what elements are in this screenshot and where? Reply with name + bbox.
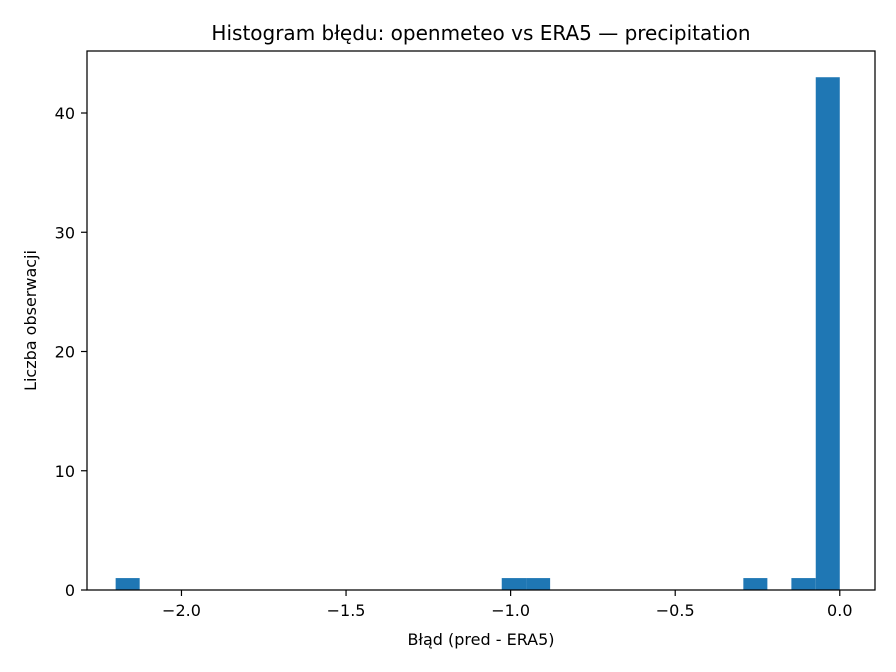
y-tick-label: 20	[55, 343, 75, 362]
x-axis-ticks: −2.0 −1.5 −1.0 −0.5 0.0	[162, 590, 853, 620]
x-tick-label: −2.0	[162, 601, 201, 620]
y-tick-label: 40	[55, 104, 75, 123]
chart-title: Histogram błędu: openmeteo vs ERA5 — pre…	[211, 21, 750, 45]
histogram-bar	[743, 578, 768, 590]
bars-group	[115, 77, 840, 591]
histogram-bar	[115, 578, 140, 590]
y-tick-label: 10	[55, 462, 75, 481]
histogram-bar	[526, 578, 551, 590]
y-axis-label: Liczba obserwacji	[21, 250, 40, 391]
histogram-bar	[791, 578, 816, 590]
x-tick-label: −0.5	[656, 601, 695, 620]
plot-frame	[86, 50, 876, 591]
y-tick-label: 0	[65, 581, 75, 600]
x-tick-label: −1.5	[327, 601, 366, 620]
histogram-bar	[815, 77, 840, 591]
x-tick-label: −1.0	[491, 601, 530, 620]
histogram-bar	[501, 578, 527, 590]
x-tick-label: 0.0	[827, 601, 852, 620]
y-axis-ticks: 0 10 20 30 40	[55, 104, 87, 600]
y-tick-label: 30	[55, 223, 75, 242]
x-axis-label: Błąd (pred - ERA5)	[407, 630, 554, 649]
